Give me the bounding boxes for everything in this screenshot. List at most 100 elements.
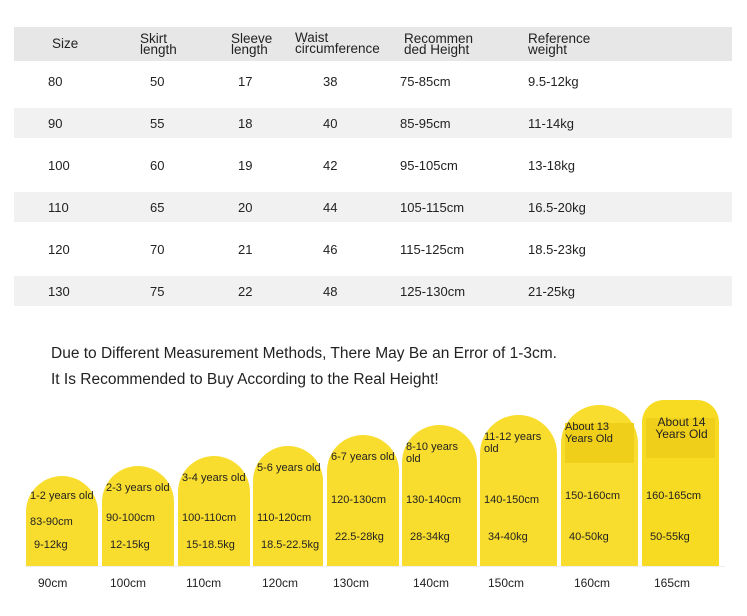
height-range-label: 83-90cm <box>30 516 73 528</box>
table-row: 120 70 21 46 115-125cm 18.5-23kg <box>14 234 732 264</box>
recommendation-note: It Is Recommended to Buy According to th… <box>51 371 439 388</box>
column-header-line: Reference <box>528 31 591 46</box>
weight-range-label: 28-34kg <box>410 531 450 543</box>
chart-bar <box>26 476 98 566</box>
chart-bar <box>327 435 399 566</box>
table-cell: 17 <box>238 74 253 89</box>
x-tick-label: 160cm <box>574 576 611 590</box>
chart-bar <box>480 415 557 566</box>
table-row: 100 60 19 42 95-105cm 13-18kg <box>14 150 732 180</box>
table-header-row: Size Skirt length Sleeve length Waist circumfe… <box>14 27 732 61</box>
table-cell: 85-95cm <box>400 116 451 131</box>
column-header: Skirt length <box>140 31 177 57</box>
size-table: Size Skirt length Sleeve length Waist circumfe… <box>14 27 732 306</box>
column-header: Recommen ded Height <box>404 31 474 57</box>
age-highlight-block <box>646 418 715 458</box>
table-cell: 13-18kg <box>528 158 575 173</box>
age-label: About 14 Years Old <box>655 415 708 441</box>
table-cell: 40 <box>323 116 338 131</box>
table-cell: 44 <box>323 200 338 215</box>
table-row: 110 65 20 44 105-115cm 16.5-20kg <box>14 192 732 222</box>
age-label: 11-12 years old <box>484 431 542 456</box>
table-cell: 11-14kg <box>528 116 575 131</box>
column-header: Waist circumference <box>295 31 380 56</box>
column-header-line: Sleeve <box>231 31 273 46</box>
table-cell: 90 <box>48 116 63 131</box>
table-cell: 48 <box>323 284 338 299</box>
weight-range-label: 22.5-28kg <box>335 531 384 543</box>
column-header-line: length <box>140 42 177 57</box>
chart-bar <box>178 455 250 566</box>
age-label: 2-3 years old <box>106 481 170 494</box>
table-cell: 60 <box>150 158 165 173</box>
column-header-line: Recommen <box>404 31 474 46</box>
x-tick-label: 140cm <box>413 576 450 590</box>
table-cell: 100 <box>48 158 70 173</box>
table-cell: 38 <box>323 74 338 89</box>
weight-range-label: 12-15kg <box>110 539 150 551</box>
table-cell: 65 <box>150 200 165 215</box>
weight-range-label: 50-55kg <box>650 531 690 543</box>
table-cell: 21-25kg <box>528 284 575 299</box>
weight-range-label: 9-12kg <box>34 539 68 551</box>
table-cell: 50 <box>150 74 165 89</box>
table-cell: 80 <box>48 74 63 89</box>
column-header-line: Size <box>52 36 79 51</box>
x-tick-label: 165cm <box>654 576 691 590</box>
table-cell: 22 <box>238 284 253 299</box>
x-tick-label: 150cm <box>488 576 525 590</box>
x-tick-label: 130cm <box>333 576 370 590</box>
height-range-label: 90-100cm <box>106 512 155 524</box>
column-header: Reference weight <box>528 31 591 57</box>
table-cell: 120 <box>48 242 70 257</box>
table-cell: 18 <box>238 116 253 131</box>
age-highlight-block <box>565 423 634 464</box>
weight-range-label: 40-50kg <box>569 531 609 543</box>
column-header-line: ded Height <box>404 42 470 57</box>
weight-range-label: 34-40kg <box>488 531 528 543</box>
table-cell: 110 <box>48 200 69 215</box>
age-label: 6-7 years old <box>331 451 395 464</box>
table-cell: 9.5-12kg <box>528 74 579 89</box>
table-cell: 16.5-20kg <box>528 200 586 215</box>
height-range-label: 130-140cm <box>406 494 462 506</box>
x-tick-label: 90cm <box>38 576 68 590</box>
column-header-line: circumference <box>295 41 380 56</box>
column-header-line: Skirt <box>140 31 167 46</box>
table-cell: 70 <box>150 242 165 257</box>
table-cell: 21 <box>238 242 253 257</box>
table-cell: 115-125cm <box>400 242 465 257</box>
table-cell: 75-85cm <box>400 74 451 89</box>
age-label: About 13 Years Old <box>565 421 613 446</box>
table-cell: 75 <box>150 284 165 299</box>
table-cell: 42 <box>323 158 338 173</box>
table-cell: 130 <box>48 284 70 299</box>
age-label: 5-6 years old <box>257 461 321 474</box>
height-range-label: 120-130cm <box>331 494 387 506</box>
age-label: 8-10 years old <box>406 441 458 466</box>
column-header-line: weight <box>528 42 568 57</box>
height-range-label: 150-160cm <box>565 490 621 502</box>
column-header-line: length <box>231 42 268 57</box>
table-cell: 125-130cm <box>400 284 466 299</box>
table-cell: 95-105cm <box>400 158 458 173</box>
height-range-label: 110-120cm <box>257 512 312 524</box>
height-range-label: 140-150cm <box>484 494 540 506</box>
x-tick-label: 100cm <box>110 576 147 590</box>
table-row: 130 75 22 48 125-130cm 21-25kg <box>14 276 732 306</box>
chart-bar <box>102 465 174 566</box>
table-cell: 55 <box>150 116 165 131</box>
table-row: 90 55 18 40 85-95cm 11-14kg <box>14 108 732 138</box>
chart-baseline <box>25 566 725 567</box>
weight-range-label: 15-18.5kg <box>186 539 235 551</box>
measurement-note: Due to Different Measurement Methods, Th… <box>51 345 557 362</box>
table-row: 80 50 17 38 75-85cm 9.5-12kg <box>14 66 732 96</box>
column-header: Size <box>52 36 79 51</box>
height-range-label: 100-110cm <box>182 512 237 524</box>
weight-range-label: 18.5-22.5kg <box>261 539 320 551</box>
age-label: 1-2 years old <box>30 490 94 502</box>
chart-bar <box>253 445 323 566</box>
age-label: 3-4 years old <box>182 471 246 484</box>
height-range-label: 160-165cm <box>646 490 702 502</box>
